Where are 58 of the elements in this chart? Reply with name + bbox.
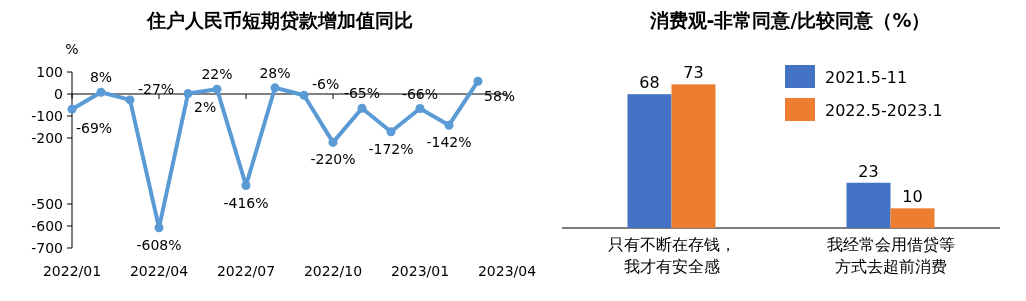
point <box>270 83 280 93</box>
data-label: -66% <box>401 85 439 102</box>
point <box>125 95 135 105</box>
y-tick-label: -200 <box>31 130 63 146</box>
data-label: -608% <box>136 236 182 253</box>
data-label: -416% <box>223 194 269 211</box>
data-label: -6% <box>312 76 340 93</box>
point <box>96 87 106 97</box>
data-label: 28% <box>259 64 291 81</box>
data-label: 10 <box>902 187 923 207</box>
chart-title: 消费观-非常同意/比较同意（%） <box>648 9 931 31</box>
point <box>328 137 338 147</box>
data-label: -69% <box>76 120 113 137</box>
bar <box>846 182 891 228</box>
point <box>473 76 483 86</box>
legend-label: 2022.5-2023.1 <box>825 101 943 120</box>
point <box>212 84 222 94</box>
data-label: 73 <box>683 63 704 83</box>
data-label: 2% <box>194 98 217 115</box>
legend-label: 2021.5-11 <box>825 68 908 87</box>
chart-title: 住户人民币短期贷款增加值同比 <box>146 9 413 31</box>
point <box>67 104 77 114</box>
data-label: 22% <box>201 66 233 83</box>
x-tick-label: 只有不断在存钱，我才有安全感 <box>607 235 736 276</box>
point <box>299 90 309 100</box>
y-tick-label: -700 <box>31 240 63 256</box>
x-tick-label: 2023/01 <box>390 263 450 279</box>
x-tick-label: 2022/10 <box>303 263 363 279</box>
x-tick-label: 2023/04 <box>477 263 537 279</box>
y-tick-label: 100 <box>36 64 63 80</box>
data-label: -172% <box>368 140 414 157</box>
point <box>154 223 164 233</box>
point <box>415 104 425 114</box>
point <box>444 120 454 130</box>
y-axis-title: % <box>65 41 79 57</box>
data-label: 23 <box>858 161 879 181</box>
bar <box>671 84 716 228</box>
point <box>357 103 367 113</box>
y-tick-label: -500 <box>31 196 63 212</box>
y-tick-label: 0 <box>54 86 63 102</box>
bar <box>627 94 672 228</box>
data-label: 58% <box>484 88 516 105</box>
data-label: -27% <box>138 80 175 97</box>
data-label: -142% <box>426 134 472 151</box>
data-label: 8% <box>89 69 113 86</box>
data-label: 68 <box>639 73 660 93</box>
x-tick-label: 2022/04 <box>129 263 189 279</box>
point <box>183 89 193 99</box>
x-tick-label: 我经常会用借贷等方式去超前消费 <box>826 235 955 276</box>
data-label: -220% <box>310 151 356 168</box>
data-label: -65% <box>343 85 381 102</box>
x-tick-label: 2022/01 <box>42 263 102 279</box>
x-tick-label: 2022/07 <box>216 263 276 279</box>
point <box>241 181 251 191</box>
y-tick-label: -600 <box>31 218 63 234</box>
y-tick-label: -100 <box>31 108 63 124</box>
bar <box>890 208 935 228</box>
point <box>386 127 396 137</box>
